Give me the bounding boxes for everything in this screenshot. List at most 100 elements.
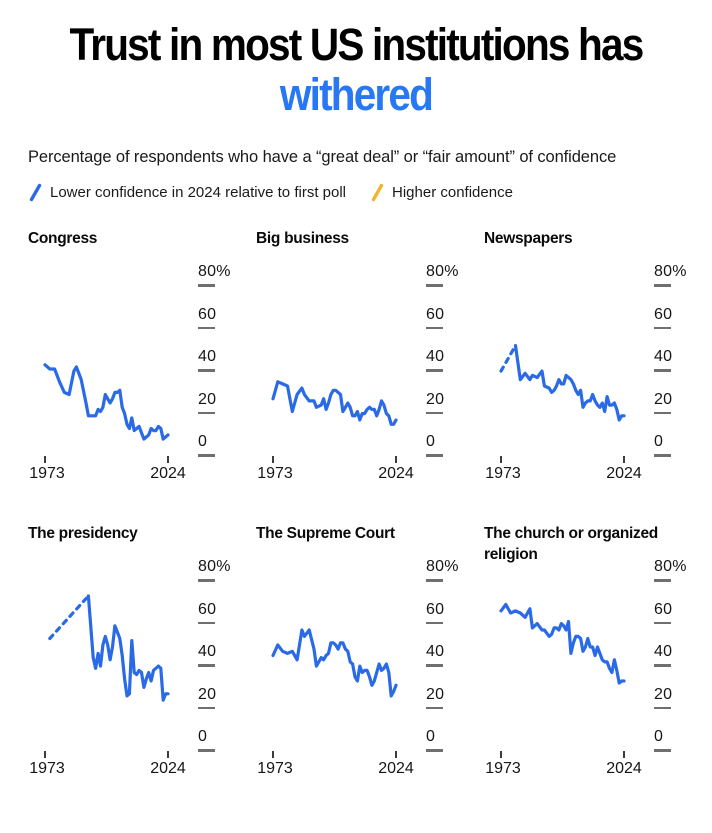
x-axis: 1973 2024 [256,751,436,779]
y-tick-label: 20 [654,685,673,703]
y-tick-dash [198,326,215,330]
y-tick-label: 20 [426,685,445,703]
x-tick-label-start: 1973 [29,465,65,483]
legend-item-higher: Higher confidence [370,183,513,202]
x-tick-label-start: 1973 [485,760,521,778]
page-title-black: Trust in most US institutions has [69,19,645,70]
x-tick-label-end: 2024 [150,760,186,778]
y-tick-label: 80% [654,558,687,576]
y-tick-dash [654,579,671,582]
lower-confidence-slash-icon [29,184,42,202]
y-tick-label: 80% [198,558,231,576]
y-tick-label: 40 [654,348,673,366]
x-axis: 1973 2024 [28,456,208,484]
y-tick-dash [198,706,215,710]
chart-title: The church or organized religion [484,525,658,563]
x-tick-mark [272,751,274,759]
y-tick-label: 60 [654,305,673,323]
higher-confidence-slash-icon [371,184,384,202]
y-tick-dash [654,326,671,330]
y-axis: 80% 60 40 20 0 [654,262,712,462]
y-tick-dash [198,369,215,372]
y-tick-dash [654,749,671,752]
y-tick-dash [654,621,671,625]
y-tick-label: 80% [198,263,231,281]
y-axis: 80% 60 40 20 0 [654,557,712,757]
page-title-accent: withered [279,69,434,120]
y-tick-label: 40 [426,643,445,661]
y-tick-dash [426,454,443,457]
y-tick-dash [198,454,215,457]
y-tick-dash [198,621,215,625]
y-tick-label: 0 [426,433,436,451]
y-tick-label: 40 [426,348,445,366]
x-tick-label-start: 1973 [257,760,293,778]
y-tick-label: 40 [198,348,217,366]
supreme-court-line-chart [271,628,398,698]
x-tick-label-start: 1973 [485,465,521,483]
x-tick-label-end: 2024 [378,465,414,483]
chart-cell-church: The church or organized religion 80% 60 … [484,522,712,780]
y-axis: 80% 60 40 20 0 [198,262,256,462]
x-tick-mark [395,751,397,759]
chart-title: Newspapers [484,230,573,248]
congress-line-chart [43,363,170,442]
y-axis: 80% 60 40 20 0 [426,262,484,462]
y-tick-dash [198,411,215,415]
presidency-line-chart [48,594,170,703]
x-tick-mark [44,456,46,464]
y-axis: 80% 60 40 20 0 [426,557,484,757]
y-tick-label: 0 [654,728,664,746]
y-tick-label: 20 [654,390,673,408]
x-tick-mark [272,456,274,464]
y-tick-label: 60 [198,305,217,323]
x-axis: 1973 2024 [28,751,208,779]
x-axis: 1973 2024 [256,456,436,484]
y-tick-label: 0 [426,728,436,746]
y-tick-dash [426,621,443,625]
y-tick-label: 0 [198,728,208,746]
x-tick-mark [623,456,625,464]
chart-cell-supreme-court: The Supreme Court 80% 60 40 20 0 1973 20… [256,522,484,780]
y-tick-label: 20 [426,390,445,408]
x-tick-label-end: 2024 [606,465,642,483]
y-tick-label: 80% [654,263,687,281]
y-tick-dash [654,411,671,415]
y-tick-label: 60 [198,600,217,618]
y-tick-dash [654,454,671,457]
y-tick-label: 60 [654,600,673,618]
y-tick-dash [426,411,443,415]
legend: Lower confidence in 2024 relative to fir… [28,183,712,202]
y-tick-dash [426,749,443,752]
y-tick-dash [426,284,443,287]
chart-cell-congress: Congress 80% 60 40 20 0 1973 2024 [28,227,256,485]
y-tick-label: 60 [426,305,445,323]
y-tick-label: 80% [426,263,459,281]
y-tick-dash [654,284,671,287]
x-axis: 1973 2024 [484,751,664,779]
y-tick-label: 20 [198,390,217,408]
y-tick-label: 0 [654,433,664,451]
x-tick-label-end: 2024 [606,760,642,778]
x-tick-label-start: 1973 [29,760,65,778]
y-tick-dash [198,749,215,752]
y-tick-label: 20 [198,685,217,703]
y-tick-dash [426,664,443,667]
x-tick-label-end: 2024 [378,760,414,778]
chart-cell-newspapers: Newspapers 80% 60 40 20 0 1973 2024 [484,227,712,485]
chart-title: The Supreme Court [256,525,395,543]
chart-title: Big business [256,230,349,248]
chart-cell-big-business: Big business 80% 60 40 20 0 1973 2024 [256,227,484,485]
y-tick-dash [654,706,671,710]
y-tick-dash [426,369,443,372]
y-tick-dash [654,664,671,667]
x-tick-label-end: 2024 [150,465,186,483]
y-tick-dash [426,326,443,330]
y-axis: 80% 60 40 20 0 [198,557,256,757]
x-tick-mark [395,456,397,464]
y-tick-dash [654,369,671,372]
chart-title: Congress [28,230,98,248]
page-title: Trust in most US institutions has wither… [0,20,712,120]
x-tick-mark [623,751,625,759]
